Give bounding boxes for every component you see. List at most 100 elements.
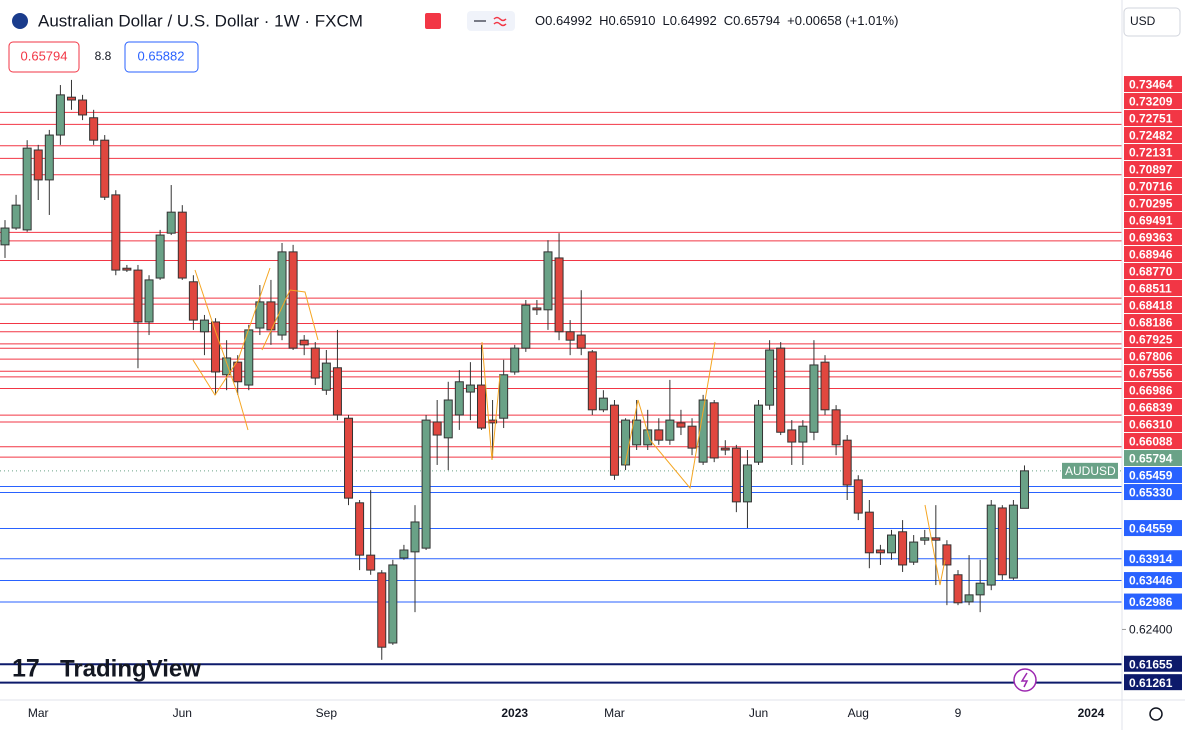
price-level-label: 0.61655: [1129, 657, 1173, 671]
symbol-title: Australian Dollar / U.S. Dollar · 1W · F…: [38, 11, 363, 30]
settings-button[interactable]: [1149, 707, 1163, 721]
flag-button[interactable]: [425, 13, 441, 29]
currency-button[interactable]: [1123, 7, 1181, 37]
candle-body: [676, 422, 686, 428]
x-tick-label: 2023: [501, 706, 528, 720]
alert-icon[interactable]: [1013, 668, 1037, 692]
price-level-label: 0.63446: [1129, 574, 1173, 588]
candle-body: [476, 384, 486, 429]
price-level-label: 0.66088: [1129, 435, 1173, 449]
plot-area: AUDUSD: [0, 79, 1122, 684]
trend-drawing: [924, 504, 946, 586]
price-level-label: 0.66986: [1129, 384, 1173, 398]
candle-body: [787, 429, 797, 443]
candle-body: [964, 594, 974, 603]
price-label-box: [1124, 365, 1182, 382]
buy-button[interactable]: [124, 41, 199, 73]
candle-body: [986, 504, 996, 586]
price-label-box: [1124, 229, 1182, 246]
candle-body: [355, 502, 365, 556]
candle-body: [332, 367, 342, 416]
x-tick-label: 2024: [1078, 706, 1105, 720]
icon: [1020, 672, 1029, 688]
candle-body: [122, 267, 132, 271]
ohlc-value: L0.64992: [663, 13, 717, 28]
candle-body: [89, 117, 99, 141]
x-tick-label: Sep: [316, 706, 338, 720]
candle-body: [953, 574, 963, 604]
icon: [493, 16, 507, 27]
candle-body: [887, 534, 897, 554]
price-level-label: 0.68946: [1129, 248, 1173, 262]
candle-body: [443, 399, 453, 439]
price-label-box: [1124, 110, 1182, 127]
candle-body: [255, 301, 265, 329]
price-level-label: 0.65459: [1129, 469, 1173, 483]
candle-body: [942, 544, 952, 566]
candle-body: [410, 521, 420, 553]
candle-body: [543, 251, 553, 311]
price-label-box: [1124, 195, 1182, 212]
price-label-box: [1124, 467, 1182, 484]
candle-body: [532, 307, 542, 311]
candle-body: [698, 399, 708, 463]
candle-body: [731, 447, 741, 503]
price-label-box: [1124, 127, 1182, 144]
candle-body: [399, 549, 409, 559]
candle-body: [510, 347, 520, 373]
x-tick-label: Jun: [173, 706, 192, 720]
price-level-label: 0.70295: [1129, 197, 1173, 211]
price-level-label: 0.62986: [1129, 595, 1173, 609]
candle-body: [155, 234, 165, 279]
candle-body: [321, 362, 331, 391]
price-level-label: 0.73464: [1129, 78, 1173, 92]
candle-body: [587, 351, 597, 411]
price-label-box: [1124, 382, 1182, 399]
candle-body: [111, 194, 121, 271]
buy-price: 0.65882: [138, 48, 185, 63]
price-label-box: [1124, 161, 1182, 178]
price-level-label: 0.72751: [1129, 112, 1173, 126]
price-label-box: [1124, 433, 1182, 450]
candle-body: [687, 425, 697, 449]
price-label-box: [1124, 144, 1182, 161]
price-level-label: 0.67556: [1129, 367, 1173, 381]
ohlc-value: O0.64992: [535, 13, 592, 28]
candle-body: [820, 361, 830, 411]
candle-body: [521, 304, 531, 349]
price-level-label: 0.67806: [1129, 350, 1173, 364]
sell-button[interactable]: [8, 41, 80, 73]
price-level-label: 0.69363: [1129, 231, 1173, 245]
candle-body: [576, 334, 586, 349]
time-axis: Mar Jun Sep 2023 Mar Jun Aug 9 2024: [28, 706, 1105, 720]
trend-drawing: [624, 341, 716, 490]
price-level-label: 0.68418: [1129, 299, 1173, 313]
ohlc-value: +0.00658 (+1.01%): [787, 13, 898, 28]
price-label-box: [1124, 450, 1182, 467]
price-label-box: [1124, 674, 1182, 691]
price-label-box: [1124, 314, 1182, 331]
candle-body: [842, 439, 852, 486]
price-level-label: 0.63914: [1129, 552, 1173, 566]
spread: 8.8: [95, 49, 112, 63]
candle-body: [875, 549, 885, 554]
price-label-box: [1124, 520, 1182, 537]
trend-drawing: [261, 289, 319, 351]
x-tick-label: Jun: [749, 706, 768, 720]
candle-body: [277, 251, 287, 336]
candle-body: [632, 419, 642, 446]
candle-body: [809, 364, 819, 433]
candle-body: [432, 421, 442, 436]
candle-body: [55, 94, 65, 136]
candle-body: [465, 384, 475, 393]
trend-drawing: [194, 269, 249, 431]
candle-body: [166, 211, 176, 234]
candle-body: [1008, 504, 1018, 579]
price-level-label: 0.70897: [1129, 163, 1173, 177]
candle-body: [233, 361, 243, 383]
price-level-label: 0.66310: [1129, 418, 1173, 432]
flag-icon: [12, 13, 28, 29]
price-label-box: [1124, 178, 1182, 195]
